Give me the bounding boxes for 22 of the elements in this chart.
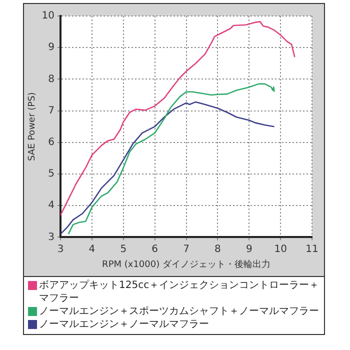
legend-label: ボアアップキット125cc＋インジェクションコントローラー＋マフラー <box>39 279 320 305</box>
legend-label: ノーマルエンジン＋ノーマルマフラー <box>39 318 209 331</box>
y-tick-label: 9 <box>48 42 55 54</box>
y-tick-label: 7 <box>48 105 55 116</box>
x-tick-label: 11 <box>306 244 318 255</box>
y-axis-title: SAE Power (PS) <box>28 92 38 162</box>
x-tick-label: 3 <box>57 244 64 255</box>
x-tick-label: 4 <box>88 244 96 255</box>
x-tick-label: 5 <box>120 244 127 255</box>
x-tick-label: 7 <box>183 244 190 255</box>
x-axis-title: RPM (x1000) ダイノジェット・後輪出力 <box>102 258 270 270</box>
y-tick-label: 8 <box>48 74 55 85</box>
y-tick-label: 4 <box>48 200 55 212</box>
y-tick-label: 10 <box>42 10 55 22</box>
legend-label: ノーマルエンジン＋スポーツカムシャフト＋ノーマルマフラー <box>39 305 319 318</box>
x-tick-label: 10 <box>274 244 287 255</box>
y-tick-label: 6 <box>48 136 55 148</box>
x-tick-label: 6 <box>152 244 158 255</box>
x-tick-label: 8 <box>214 244 221 255</box>
x-tick-label: 9 <box>246 244 252 255</box>
y-tick-label: 3 <box>48 232 55 243</box>
y-tick-label: 5 <box>48 168 55 180</box>
